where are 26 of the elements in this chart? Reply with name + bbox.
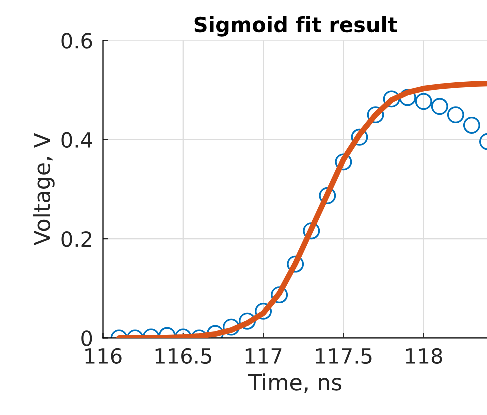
point: [367, 106, 384, 124]
point: [271, 286, 288, 304]
point: [223, 318, 240, 336]
y-tick-label: 0: [82, 330, 92, 346]
point: [239, 312, 256, 330]
y-tick-label: 0.2: [62, 231, 92, 248]
point: [351, 128, 368, 146]
point: [255, 302, 272, 320]
chart-title: Sigmoid fit result: [194, 16, 398, 37]
point: [463, 117, 480, 134]
point: [303, 222, 320, 240]
x-tick-label: 118: [406, 348, 442, 364]
x-tick-label: 116: [86, 348, 122, 364]
point: [431, 98, 448, 116]
x-axis-title: Time, ns: [248, 374, 342, 394]
y-tick-label: 0.6: [62, 33, 92, 49]
x-tick-label: 117: [246, 348, 282, 364]
point: [447, 106, 464, 124]
y-tick-label: 0.4: [62, 132, 92, 148]
x-tick-label: 117.5: [316, 348, 372, 364]
point: [415, 93, 432, 110]
x-tick-label: 116.5: [156, 348, 212, 364]
point: [383, 90, 400, 108]
point: [287, 256, 304, 273]
point: [335, 154, 352, 171]
y-axis-title: Voltage, V: [33, 133, 55, 246]
